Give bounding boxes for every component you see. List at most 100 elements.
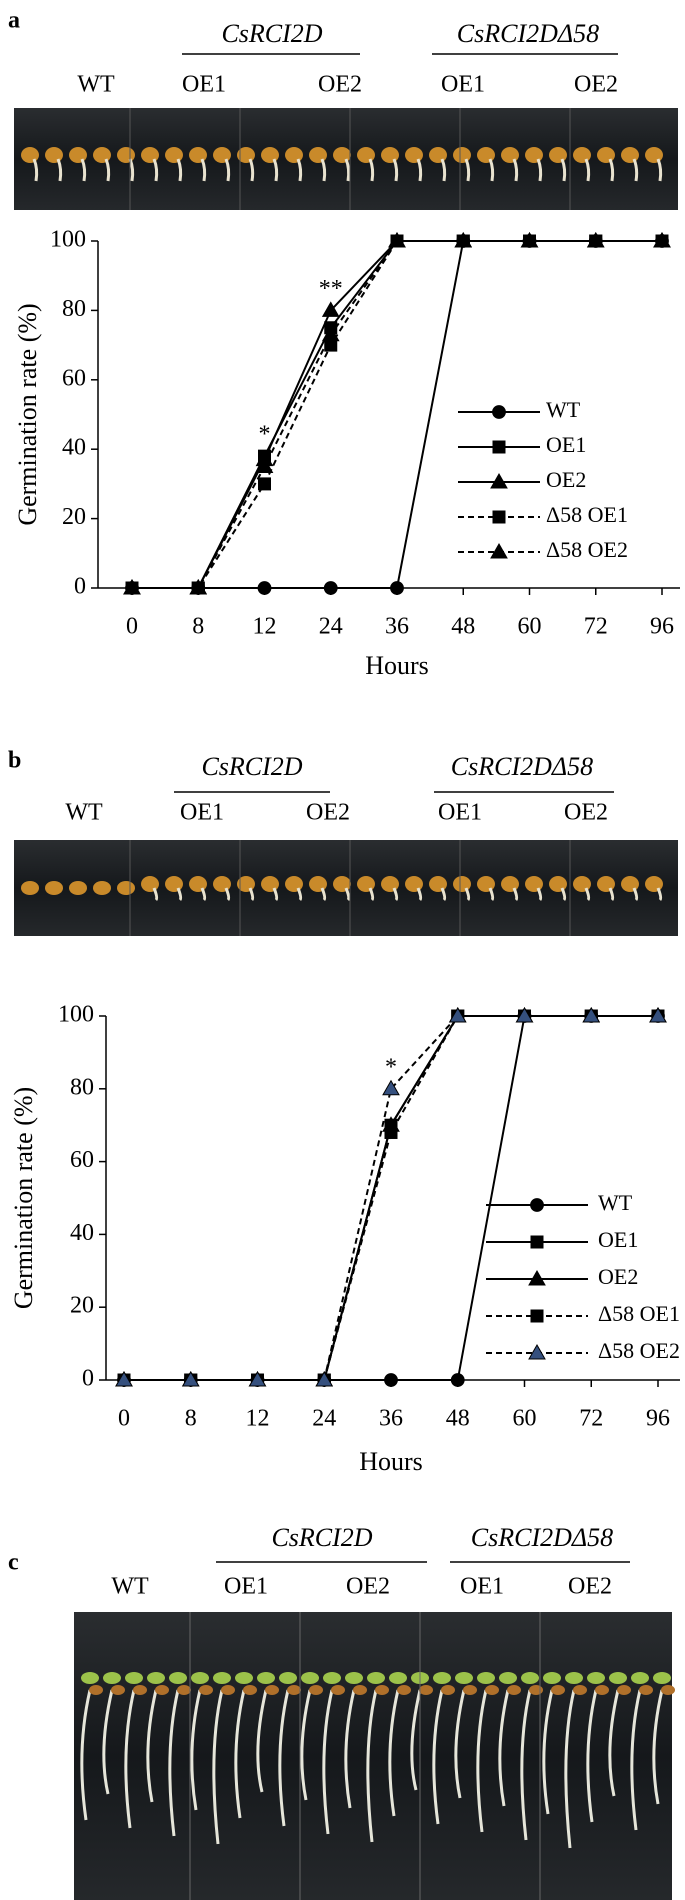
genotype-label: OE1 xyxy=(441,72,485,98)
cotyledon xyxy=(455,1672,473,1684)
root xyxy=(190,1689,202,1811)
seed-coat xyxy=(617,1685,631,1695)
data-point xyxy=(321,325,340,342)
root xyxy=(300,1689,312,1801)
root xyxy=(454,1689,466,1799)
radicle xyxy=(608,887,615,902)
genotype-label: OE2 xyxy=(568,1574,612,1600)
series-line xyxy=(132,240,662,589)
legend-label: OE2 xyxy=(546,467,586,492)
root xyxy=(80,1689,92,1821)
radicle xyxy=(656,158,663,182)
legend-label: Δ58 OE2 xyxy=(598,1338,680,1363)
data-point xyxy=(520,231,539,248)
seed xyxy=(621,147,639,163)
seed xyxy=(141,147,159,163)
seed xyxy=(261,147,279,163)
radicle xyxy=(512,158,519,182)
y-tick-label: 40 xyxy=(70,1220,94,1246)
cotyledon xyxy=(631,1672,649,1684)
x-tick-label: 96 xyxy=(650,614,674,640)
seed-coat xyxy=(639,1685,653,1695)
seed xyxy=(333,147,351,163)
cotyledon xyxy=(279,1672,297,1684)
data-point xyxy=(323,581,338,595)
seed-coat xyxy=(155,1685,169,1695)
legend-label: OE1 xyxy=(598,1227,638,1252)
seed-coat xyxy=(573,1685,587,1695)
seed xyxy=(429,876,447,892)
seed-coat xyxy=(353,1685,367,1695)
seed xyxy=(405,147,423,163)
y-tick-label: 80 xyxy=(70,1074,94,1100)
seed-coat xyxy=(485,1685,499,1695)
seed xyxy=(333,876,351,892)
seed xyxy=(549,147,567,163)
root xyxy=(344,1689,356,1809)
genotype-label: WT xyxy=(65,800,103,826)
y-tick-label: 60 xyxy=(70,1147,94,1173)
x-tick-label: 36 xyxy=(385,614,409,640)
x-tick-label: 8 xyxy=(185,1406,197,1432)
seed xyxy=(213,876,231,892)
cotyledon xyxy=(499,1672,517,1684)
group-label: CsRCI2D xyxy=(271,1523,372,1552)
data-point xyxy=(257,581,272,595)
genotype-label: OE1 xyxy=(180,800,224,826)
y-tick-label: 80 xyxy=(62,296,86,322)
radicle xyxy=(200,887,207,902)
cotyledon xyxy=(433,1672,451,1684)
seed-coat xyxy=(595,1685,609,1695)
root xyxy=(498,1689,510,1807)
radicle xyxy=(176,158,183,182)
root xyxy=(542,1689,554,1815)
seed xyxy=(525,147,543,163)
seed xyxy=(525,876,543,892)
radicle xyxy=(224,887,231,902)
x-axis-label: Hours xyxy=(365,651,429,680)
radicle xyxy=(488,158,495,182)
radicle xyxy=(248,158,255,182)
legend-marker xyxy=(492,510,506,524)
seed xyxy=(453,147,471,163)
root xyxy=(410,1689,422,1791)
seed xyxy=(501,147,519,163)
x-tick-label: 24 xyxy=(319,614,343,640)
radicle xyxy=(272,887,279,902)
legend-marker xyxy=(528,1269,546,1286)
seed xyxy=(573,147,591,163)
series-line xyxy=(132,240,662,589)
legend-label: WT xyxy=(546,397,581,422)
seed-coat xyxy=(221,1685,235,1695)
seed xyxy=(645,876,663,892)
series-line xyxy=(132,240,662,589)
x-tick-label: 0 xyxy=(126,614,138,640)
genotype-label: OE2 xyxy=(574,72,618,98)
panel-label: a xyxy=(8,8,20,34)
seed xyxy=(597,147,615,163)
radicle xyxy=(536,158,543,182)
seed xyxy=(93,881,111,895)
seed xyxy=(381,147,399,163)
cotyledon xyxy=(565,1672,583,1684)
radicle xyxy=(200,158,207,182)
seed xyxy=(549,876,567,892)
y-tick-label: 100 xyxy=(58,1002,94,1028)
legend-label: Δ58 OE1 xyxy=(546,502,628,527)
radicle xyxy=(416,887,423,902)
seed-coat xyxy=(309,1685,323,1695)
genotype-label: OE2 xyxy=(318,72,362,98)
root xyxy=(432,1689,444,1825)
x-tick-label: 60 xyxy=(518,614,542,640)
seed xyxy=(261,876,279,892)
seed xyxy=(117,147,135,163)
root xyxy=(476,1689,488,1833)
radicle xyxy=(632,158,639,182)
y-tick-label: 40 xyxy=(62,435,86,461)
data-point xyxy=(390,581,404,595)
seed xyxy=(357,876,375,892)
legend-label: WT xyxy=(598,1190,633,1215)
seed xyxy=(93,147,111,163)
seed-coat xyxy=(177,1685,191,1695)
legend-marker xyxy=(492,405,506,419)
